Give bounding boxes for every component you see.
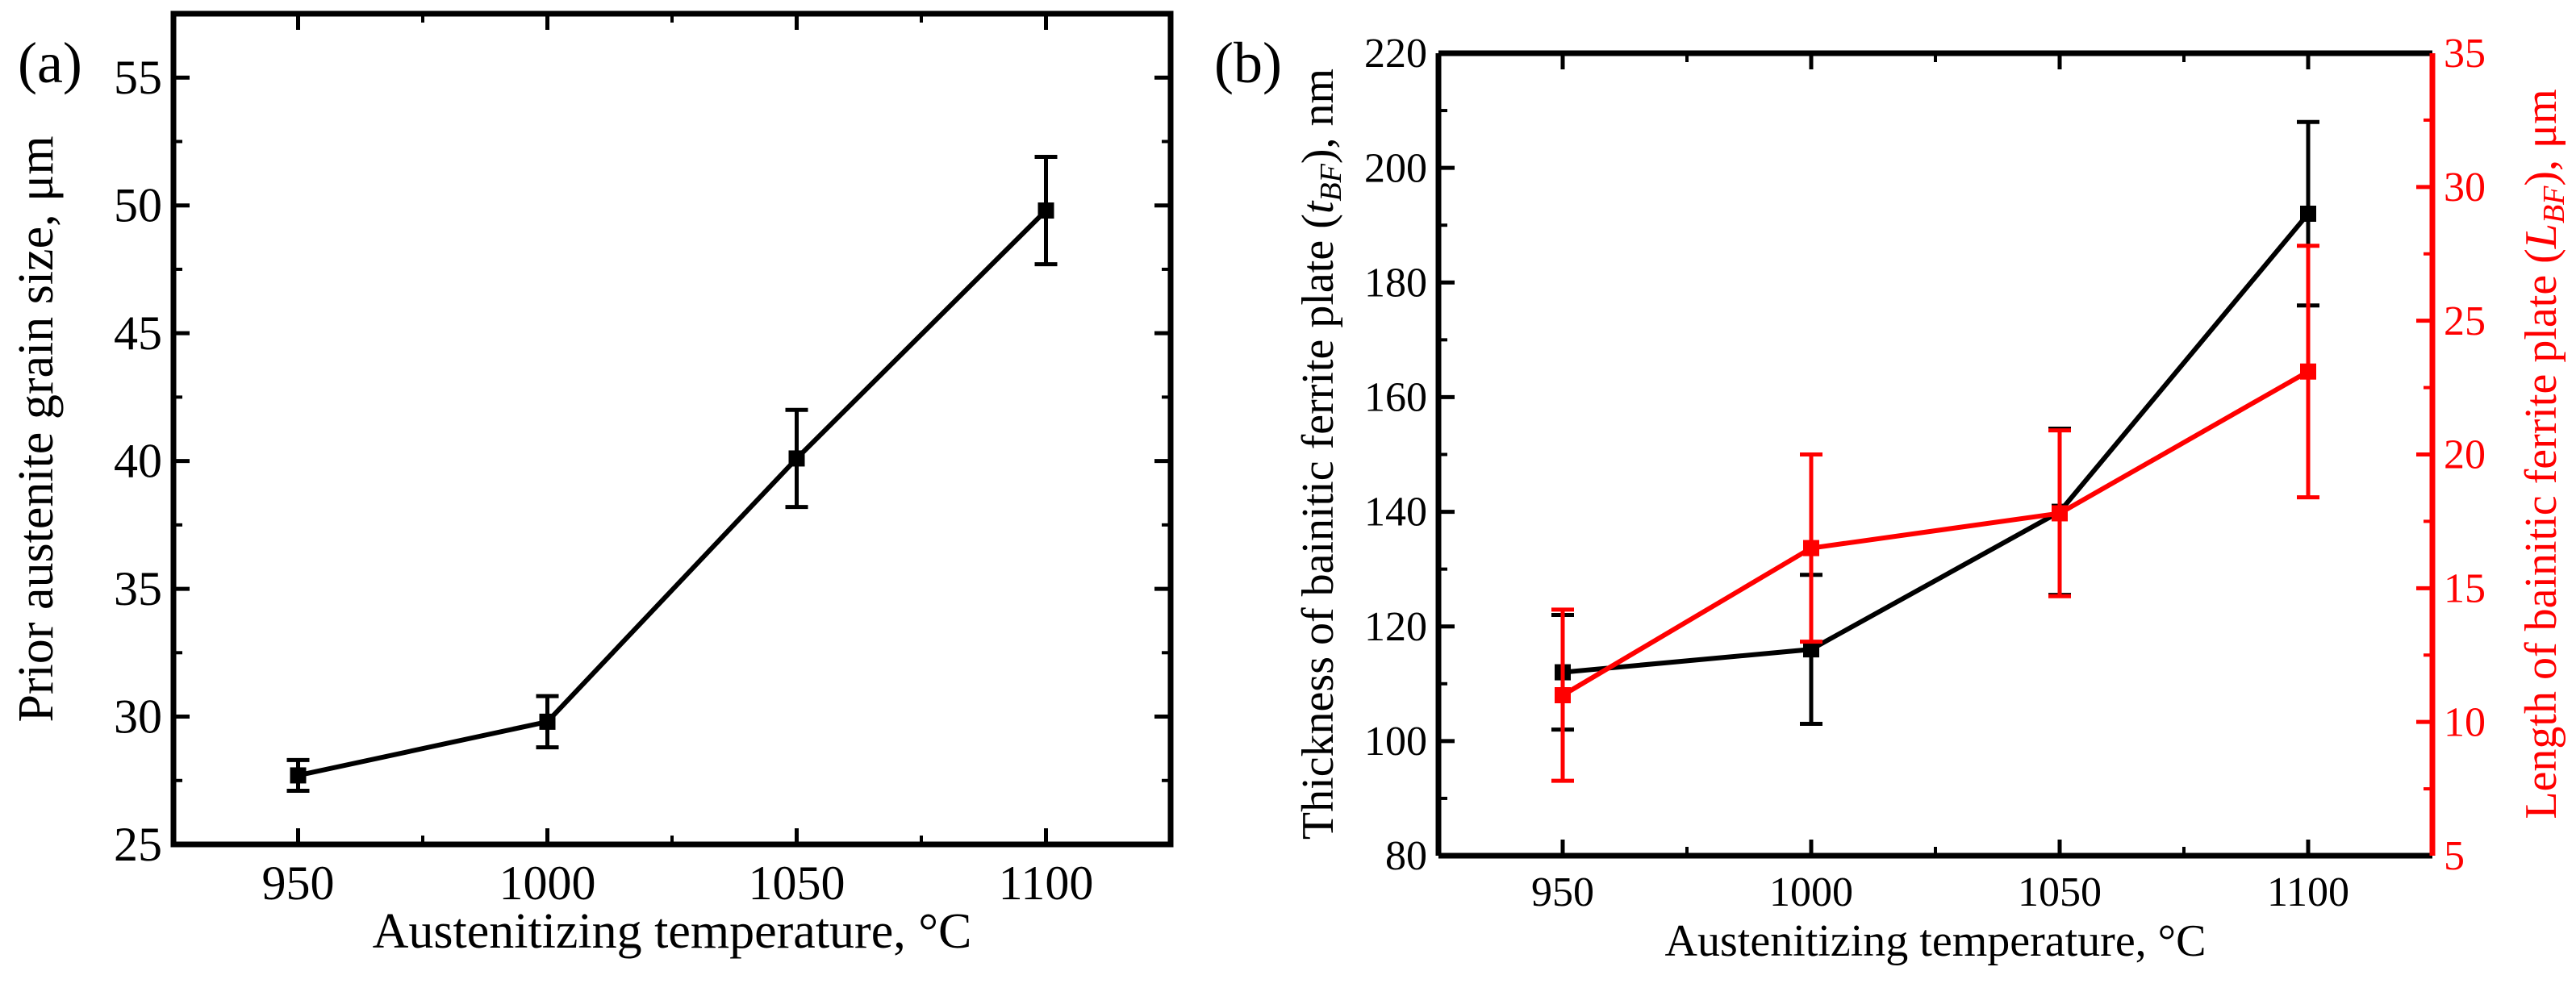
- y2-tick-label-b-20: 20: [2444, 432, 2486, 478]
- y2-tick-label-b-10: 10: [2444, 699, 2486, 745]
- chart-panel-a: (a) 950 1000 1050 1100 25 30 35 40 45 50 55 Austen…: [9, 10, 1174, 959]
- plot-frame-a: [170, 10, 1174, 848]
- y-label-b-subscript: BF: [1314, 163, 1348, 201]
- x-tick-label-a-1100: 1100: [999, 857, 1094, 910]
- y-tick-label-a-40: 40: [114, 434, 162, 487]
- y2-tick-label-b-5: 5: [2444, 833, 2465, 879]
- y-tick-label-b-100: 100: [1364, 719, 1427, 765]
- data-point-b-1-1050: [2052, 505, 2068, 522]
- y-tick-label-b-180: 180: [1364, 260, 1427, 306]
- x-tick-label-b-950: 950: [1531, 869, 1594, 915]
- y2-axis-label-b: Length of bainitic ferrite plate (LBF), …: [2516, 89, 2571, 819]
- x-tick-label-b-1050: 1050: [2018, 869, 2102, 915]
- y2-tick-label-b-25: 25: [2444, 298, 2486, 344]
- x-axis-label-a: Austenitizing temperature, °C: [373, 904, 972, 959]
- y-tick-label-a-45: 45: [114, 306, 162, 360]
- y-axis-label-b: Thickness of bainitic ferrite plate (tBF…: [1293, 69, 1348, 840]
- data-point-a-0-950: [290, 767, 307, 784]
- y2-label-b-part2: ), μm: [2516, 89, 2566, 185]
- data-marks-b: [1551, 119, 2319, 783]
- y-tick-label-a-50: 50: [114, 178, 162, 231]
- chart-panel-b: (b) 950 1000 1050 1100 80 100 120 140 160 180 200 2…: [1214, 31, 2571, 966]
- panel-label-a: (a): [18, 31, 82, 95]
- x-tick-label-a-950: 950: [262, 857, 335, 910]
- y2-tick-label-b-30: 30: [2444, 165, 2486, 210]
- y-tick-label-b-80: 80: [1385, 833, 1427, 879]
- y-tick-label-b-140: 140: [1364, 490, 1427, 536]
- y2-label-b-symbol: L: [2516, 223, 2566, 249]
- data-point-b-0-1000: [1803, 641, 1819, 658]
- y-label-b-part2: ), nm: [1293, 69, 1343, 164]
- y-tick-label-b-200: 200: [1364, 145, 1427, 191]
- data-point-a-0-1000: [539, 713, 556, 730]
- y-tick-label-a-30: 30: [114, 690, 162, 743]
- data-point-b-0-1100: [2300, 206, 2316, 222]
- y2-label-b-part1: Length of bainitic ferrite plate (: [2516, 248, 2566, 819]
- y2-label-b-subscript: BF: [2537, 185, 2571, 223]
- y-tick-label-b-220: 220: [1364, 31, 1427, 77]
- y-tick-label-a-35: 35: [114, 562, 162, 615]
- y-axis-label-a: Prior austenite grain size, μm: [9, 135, 64, 722]
- y2-tick-label-b-15: 15: [2444, 565, 2486, 611]
- data-point-b-1-950: [1555, 687, 1571, 703]
- x-tick-label-b-1100: 1100: [2267, 869, 2349, 915]
- data-point-a-0-1100: [1037, 202, 1054, 219]
- axis-ticks-a: 950 1000 1050 1100 25 30 35 40 45 50 55: [114, 14, 1172, 910]
- axis-ticks-b: 950 1000 1050 1100 80 100 120 140 160 180 200 220 5 1…: [1364, 31, 2486, 915]
- y-tick-label-a-55: 55: [114, 51, 162, 104]
- x-tick-label-a-1050: 1050: [749, 857, 845, 910]
- x-tick-label-a-1000: 1000: [499, 857, 596, 910]
- data-marks-a: [286, 154, 1058, 793]
- series-line-a-0: [297, 208, 1048, 778]
- y-label-b-symbol: t: [1293, 200, 1343, 214]
- x-axis-label-b: Austenitizing temperature, °C: [1665, 916, 2207, 966]
- y-tick-label-a-25: 25: [114, 818, 162, 871]
- series-line-b-1: [1561, 369, 2310, 698]
- y-tick-label-b-120: 120: [1364, 604, 1427, 650]
- data-point-b-1-1000: [1803, 540, 1819, 556]
- y-tick-label-b-160: 160: [1364, 375, 1427, 421]
- panel-label-b: (b): [1214, 31, 1282, 95]
- y2-tick-label-b-35: 35: [2444, 31, 2486, 77]
- x-tick-label-b-1000: 1000: [1769, 869, 1853, 915]
- y-label-b-part1: Thickness of bainitic ferrite plate (: [1293, 214, 1343, 840]
- series-line-b-0: [1562, 212, 2311, 675]
- data-point-b-1-1100: [2300, 363, 2316, 380]
- data-point-a-0-1050: [788, 450, 805, 467]
